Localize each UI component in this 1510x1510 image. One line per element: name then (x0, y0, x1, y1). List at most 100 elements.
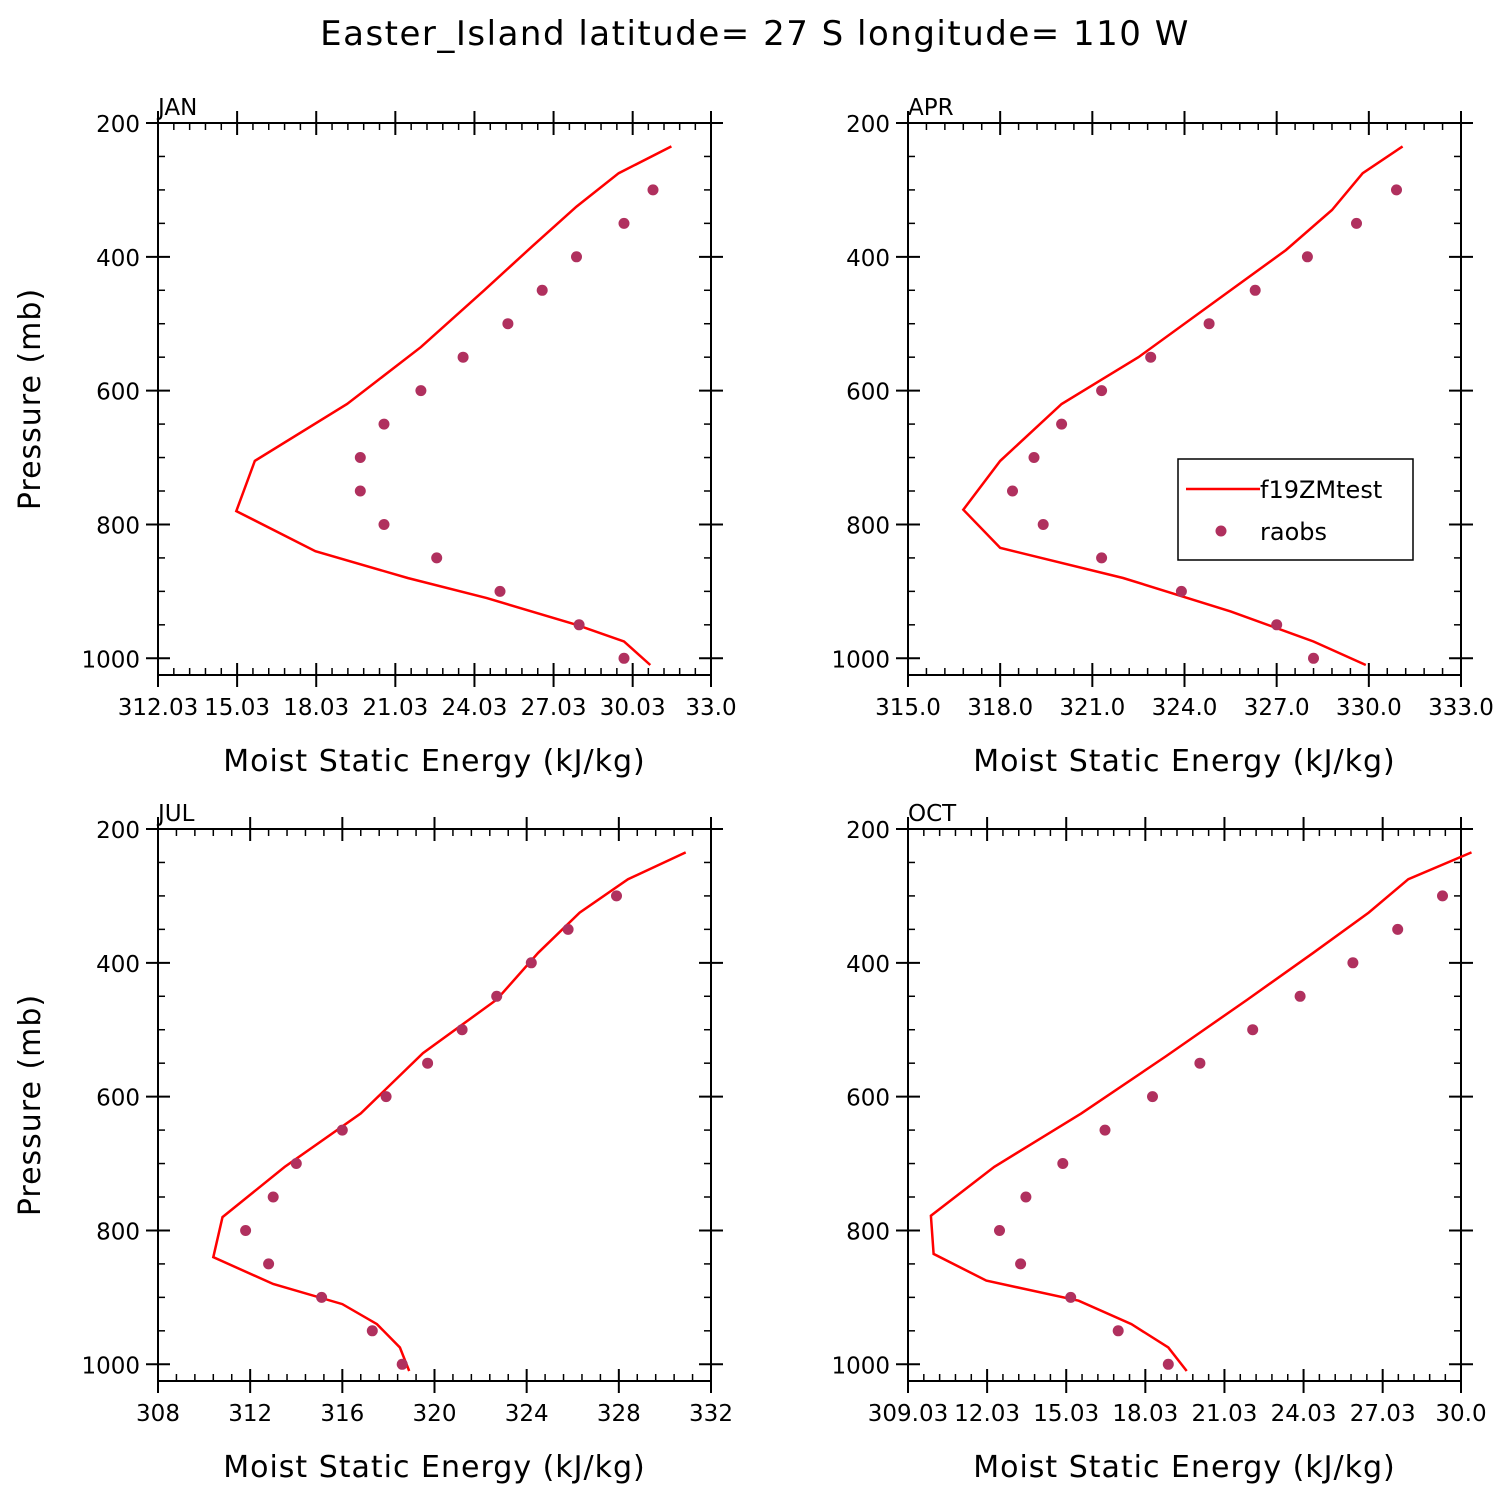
x-tick-label: 27.03 (521, 695, 587, 721)
panel-label: APR (908, 95, 954, 121)
y-tick-label: 600 (846, 380, 890, 406)
x-tick-label: 330.0 (1336, 695, 1402, 721)
data-point-raobs (491, 990, 503, 1002)
data-point-raobs (1392, 923, 1404, 935)
x-tick-label: 27.03 (1350, 1401, 1416, 1427)
data-point-raobs (1437, 890, 1448, 902)
figure-title: Easter_Island latitude= 27 S longitude= … (320, 14, 1190, 54)
legend-box (1177, 458, 1414, 561)
x-tick-label: 316 (320, 1401, 364, 1427)
y-tick-label: 1000 (831, 1353, 890, 1379)
data-point-raobs (1347, 957, 1359, 969)
x-tick-label: 312.03 (118, 695, 198, 721)
data-point-raobs (1099, 1124, 1111, 1136)
y-axis-label: Pressure (mb) (13, 288, 48, 510)
x-tick-label: 328 (597, 1401, 641, 1427)
panel-label: OCT (908, 801, 957, 827)
series-line-f19ZMtest (211, 851, 687, 1372)
series-line-f19ZMtest (929, 851, 1472, 1372)
y-tick-label: 600 (846, 1086, 890, 1112)
x-tick-label: 318.0 (967, 695, 1033, 721)
y-tick-label: 600 (96, 1086, 140, 1112)
x-tick-label: 327.0 (1244, 695, 1310, 721)
data-point-raobs (1308, 652, 1319, 664)
data-point-raobs (618, 652, 630, 664)
x-tick-label: 333.0 (1428, 695, 1494, 721)
y-tick-label: 200 (96, 818, 140, 844)
data-point-raobs (336, 1124, 348, 1136)
x-tick-label: 309.03 (868, 1401, 948, 1427)
data-point-raobs (1175, 585, 1187, 597)
x-tick-label: 312 (228, 1401, 272, 1427)
x-axis-label: Moist Static Energy (kJ/kg) (223, 744, 646, 779)
panel-jan: JAN 200 400 600 800 1000 312.03 15.03 18.03 21.03… (13, 95, 737, 779)
y-tick-label: 800 (96, 513, 140, 539)
panel-apr: APR 200 400 600 800 1000 315.0 318.0 321.0 324.0 3… (831, 95, 1493, 779)
data-point-raobs (573, 619, 585, 631)
x-tick-label: 15.03 (204, 695, 270, 721)
panel-label: JAN (156, 95, 197, 121)
data-point-raobs (431, 552, 443, 564)
data-point-raobs (562, 923, 574, 935)
y-tick-label: 800 (846, 513, 890, 539)
data-point-raobs (502, 318, 514, 330)
data-point-raobs (1301, 251, 1313, 263)
data-point-raobs (1145, 351, 1157, 363)
y-tick-label: 1000 (831, 647, 890, 673)
data-point-raobs (1096, 385, 1108, 397)
y-tick-label: 1000 (81, 1353, 140, 1379)
y-tick-label: 200 (846, 112, 890, 138)
data-point-raobs (1020, 1191, 1032, 1203)
legend-label-model: f19ZMtest (1260, 476, 1382, 504)
data-point-raobs (1028, 452, 1040, 463)
y-axis-label: Pressure (mb) (13, 994, 48, 1216)
x-tick-label: 30.03 (600, 695, 666, 721)
y-tick-label: 800 (96, 1219, 140, 1245)
data-point-raobs (1056, 418, 1068, 430)
data-point-raobs (354, 485, 366, 497)
data-point-raobs (415, 385, 427, 397)
data-point-raobs (1007, 485, 1018, 497)
legend: f19ZMtest raobs (1177, 458, 1414, 561)
data-point-raobs (457, 351, 469, 363)
data-point-raobs (1065, 1291, 1077, 1303)
data-point-raobs (1247, 1024, 1259, 1036)
data-point-raobs (1391, 184, 1402, 196)
data-point-raobs (611, 890, 622, 902)
x-axis-label: Moist Static Energy (kJ/kg) (223, 1450, 646, 1485)
data-point-raobs (1037, 519, 1049, 530)
y-tick-label: 200 (96, 112, 140, 138)
data-point-raobs (396, 1358, 408, 1370)
data-point-raobs (422, 1057, 434, 1069)
data-point-raobs (1271, 619, 1283, 631)
y-tick-label: 600 (96, 380, 140, 406)
x-tick-label: 21.03 (362, 695, 428, 721)
x-tick-label: 24.03 (1271, 1401, 1337, 1427)
data-point-raobs (1162, 1358, 1174, 1370)
panel-jul: JUL 200 400 600 800 1000 308 312 316 320 324 328 332… (13, 801, 733, 1485)
data-point-raobs (1057, 1158, 1069, 1169)
data-point-raobs (525, 957, 537, 969)
plot-frame (157, 122, 712, 676)
data-point-raobs (536, 284, 548, 296)
panel-label: JUL (156, 801, 195, 827)
y-tick-label: 400 (96, 246, 140, 272)
data-point-raobs (267, 1191, 279, 1203)
data-point-raobs (263, 1258, 275, 1270)
data-point-raobs (456, 1024, 468, 1036)
x-tick-label: 21.03 (1192, 1401, 1258, 1427)
data-point-raobs (1203, 318, 1215, 330)
x-tick-label: 30.0 (1435, 1401, 1486, 1427)
x-tick-label: 324 (505, 1401, 549, 1427)
data-point-raobs (354, 452, 366, 463)
x-tick-label: 15.03 (1033, 1401, 1099, 1427)
x-tick-label: 12.03 (954, 1401, 1020, 1427)
x-tick-label: 33.0 (685, 695, 736, 721)
data-point-raobs (1249, 284, 1261, 296)
legend-marker-swatch (1215, 525, 1227, 537)
data-point-raobs (290, 1158, 302, 1169)
data-point-raobs (1096, 552, 1108, 564)
y-tick-label: 400 (846, 246, 890, 272)
